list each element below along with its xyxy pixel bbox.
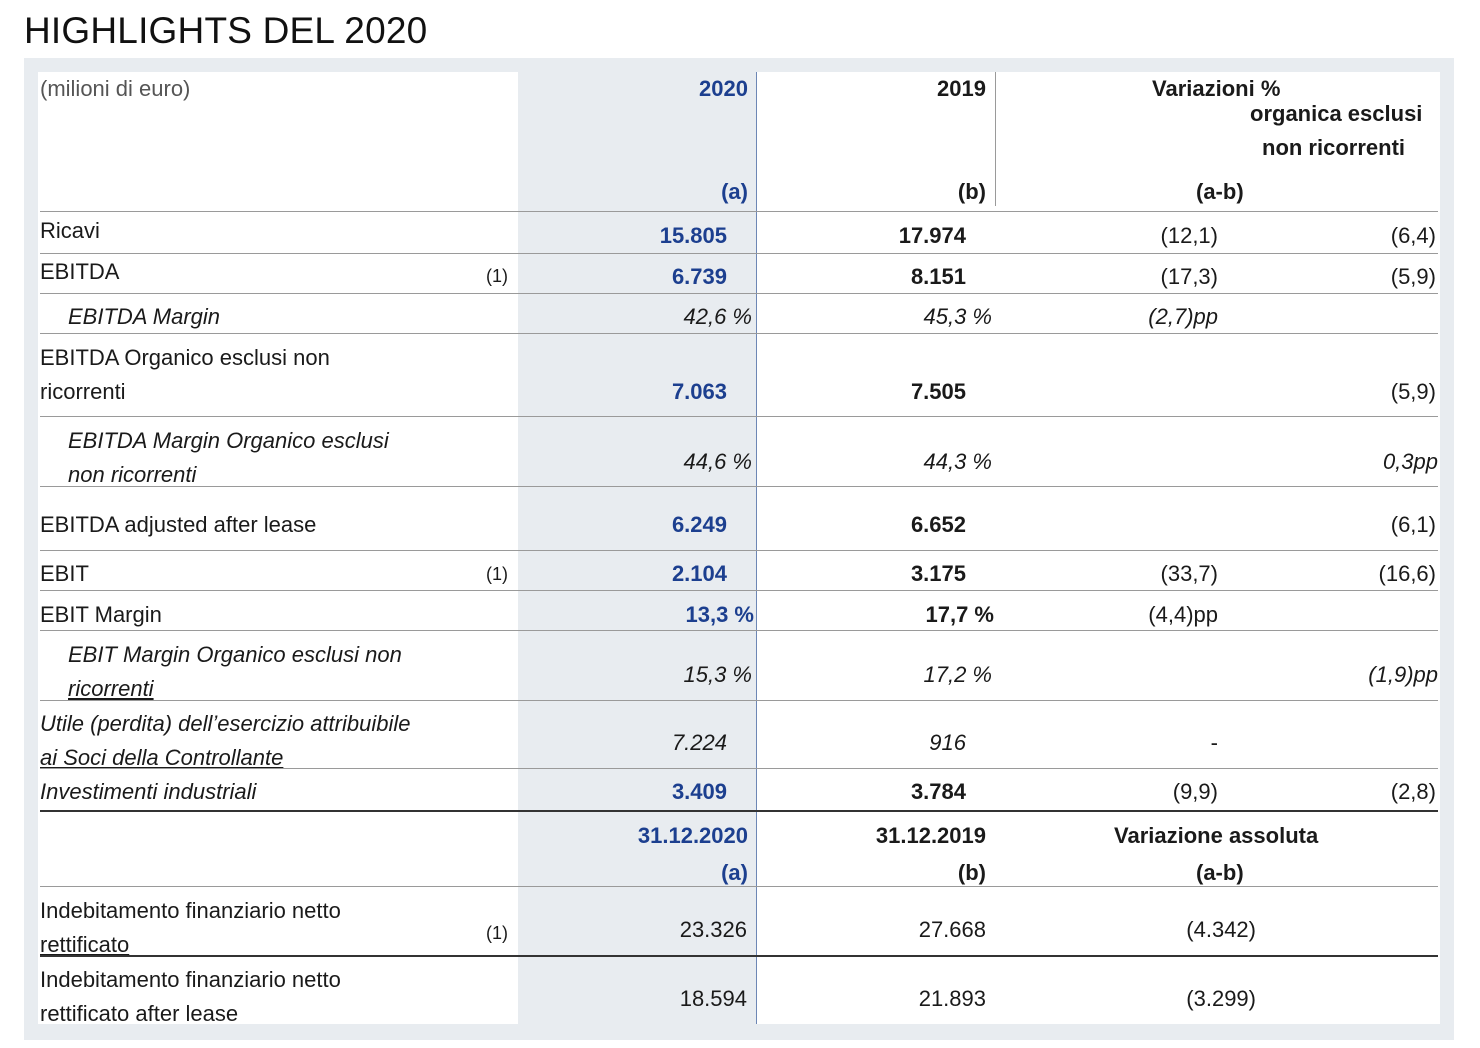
value-variation: (4.342)	[1186, 917, 1256, 942]
value-2019: 17,7 %	[925, 602, 995, 627]
page-title: HIGHLIGHTS DEL 2020	[24, 10, 428, 51]
value-organic: (6,1)	[1390, 512, 1436, 537]
divider	[40, 253, 1438, 254]
divider	[40, 486, 1438, 487]
value-2020: 42,6 %	[683, 304, 753, 329]
divider	[40, 416, 1438, 417]
header-2019: 2019	[937, 76, 986, 101]
row-label: EBITDA Organico esclusi non	[40, 345, 330, 370]
value-2019: 8.151	[910, 264, 966, 289]
value-organic: (1,9)pp	[1368, 662, 1438, 687]
divider	[40, 293, 1438, 294]
row-label-cont: rettificato after lease	[40, 1001, 239, 1026]
header2-ab: (a-b)	[1196, 860, 1244, 885]
section-divider	[40, 810, 1438, 812]
value-organic: (5,9)	[1390, 379, 1436, 404]
value-2020: 7.063	[671, 379, 727, 404]
value-2019: 3.175	[910, 561, 966, 586]
value-2020: 7.224	[671, 730, 727, 755]
row-label: EBITDA adjusted after lease	[40, 512, 317, 537]
divider	[40, 550, 1438, 551]
value-2019: 45,3 %	[923, 304, 993, 329]
footnote-ref: (1)	[486, 266, 508, 286]
header-ab: (a-b)	[1196, 179, 1244, 204]
value-organic: (6,4)	[1390, 223, 1436, 248]
header-variazione-assoluta: Variazione assoluta	[1114, 823, 1319, 848]
unit-label: (milioni di euro)	[40, 76, 191, 101]
header-b: (b)	[957, 179, 986, 204]
divider	[40, 768, 1438, 769]
divider	[40, 886, 1438, 887]
row-label: Utile (perdita) dell’esercizio attribuib…	[40, 711, 411, 736]
header2-a: (a)	[721, 860, 748, 885]
row-label-cont: ricorrenti	[68, 676, 154, 701]
value-2019: 21.893	[918, 986, 986, 1011]
value-2020: 18.594	[679, 986, 747, 1011]
value-2019: 17,2 %	[923, 662, 993, 687]
row-label: Ricavi	[40, 218, 100, 243]
value-variation: (4,4)pp	[1148, 602, 1218, 627]
divider	[40, 955, 1438, 957]
header-2020: 2020	[699, 76, 748, 101]
value-variation: (9,9)	[1172, 779, 1218, 804]
column-divider	[756, 72, 757, 1024]
value-2019: 3.784	[910, 779, 966, 804]
value-2020: 3.409	[671, 779, 727, 804]
row-label: EBIT Margin	[40, 602, 162, 627]
value-variation: (12,1)	[1160, 223, 1218, 248]
value-2019: 17.974	[898, 223, 966, 248]
row-label-cont: rettificato	[40, 932, 130, 957]
value-2020: 6.249	[671, 512, 727, 537]
value-2019: 44,3 %	[923, 449, 993, 474]
value-organic: (16,6)	[1378, 561, 1436, 586]
value-2019: 7.505	[910, 379, 966, 404]
header-date-2020: 31.12.2020	[637, 823, 748, 848]
row-label: Indebitamento finanziario netto	[40, 967, 341, 992]
value-2020: 44,6 %	[683, 449, 753, 474]
value-2020: 15,3 %	[683, 662, 753, 687]
row-label: EBIT	[40, 561, 89, 586]
row-label: Indebitamento finanziario netto	[40, 898, 341, 923]
value-2019: 27.668	[918, 917, 986, 942]
value-organic: (2,8)	[1390, 779, 1436, 804]
divider	[40, 333, 1438, 334]
value-variation: (17,3)	[1160, 264, 1218, 289]
header-date-2019: 31.12.2019	[875, 823, 986, 848]
value-variation: (33,7)	[1160, 561, 1218, 586]
value-2020: 13,3 %	[685, 602, 755, 627]
header-a: (a)	[721, 179, 748, 204]
footnote-ref: (1)	[486, 923, 508, 943]
value-variation: (3.299)	[1186, 986, 1256, 1011]
row-label: EBIT Margin Organico esclusi non	[68, 642, 402, 667]
value-2019: 916	[929, 730, 966, 755]
divider	[40, 630, 1438, 631]
value-2019: 6.652	[910, 512, 966, 537]
value-variation: -	[1210, 730, 1218, 755]
row-label: EBITDA	[40, 259, 120, 284]
value-organic: (5,9)	[1390, 264, 1436, 289]
footnote-ref: (1)	[486, 564, 508, 584]
value-organic: 0,3pp	[1382, 449, 1438, 474]
value-2020: 2.104	[671, 561, 727, 586]
column-divider	[995, 72, 996, 206]
row-label-cont: non ricorrenti	[68, 462, 197, 487]
header2-b: (b)	[957, 860, 986, 885]
divider	[40, 700, 1438, 701]
header-organica: organica esclusi	[1250, 101, 1423, 126]
row-label: EBITDA Margin Organico esclusi	[68, 428, 389, 453]
row-label-cont: ai Soci della Controllante	[40, 745, 284, 770]
header-non-ricorrenti: non ricorrenti	[1262, 135, 1406, 160]
column-2020-shade	[518, 72, 756, 1024]
divider	[40, 211, 1438, 212]
value-2020: 15.805	[659, 223, 727, 248]
row-label-cont: ricorrenti	[40, 379, 126, 404]
row-label: Investimenti industriali	[40, 779, 257, 804]
divider	[40, 590, 1438, 591]
value-2020: 6.739	[671, 264, 727, 289]
row-label: EBITDA Margin	[68, 304, 221, 329]
value-variation: (2,7)pp	[1148, 304, 1218, 329]
header-variazioni: Variazioni %	[1152, 76, 1281, 101]
value-2020: 23.326	[679, 917, 747, 942]
